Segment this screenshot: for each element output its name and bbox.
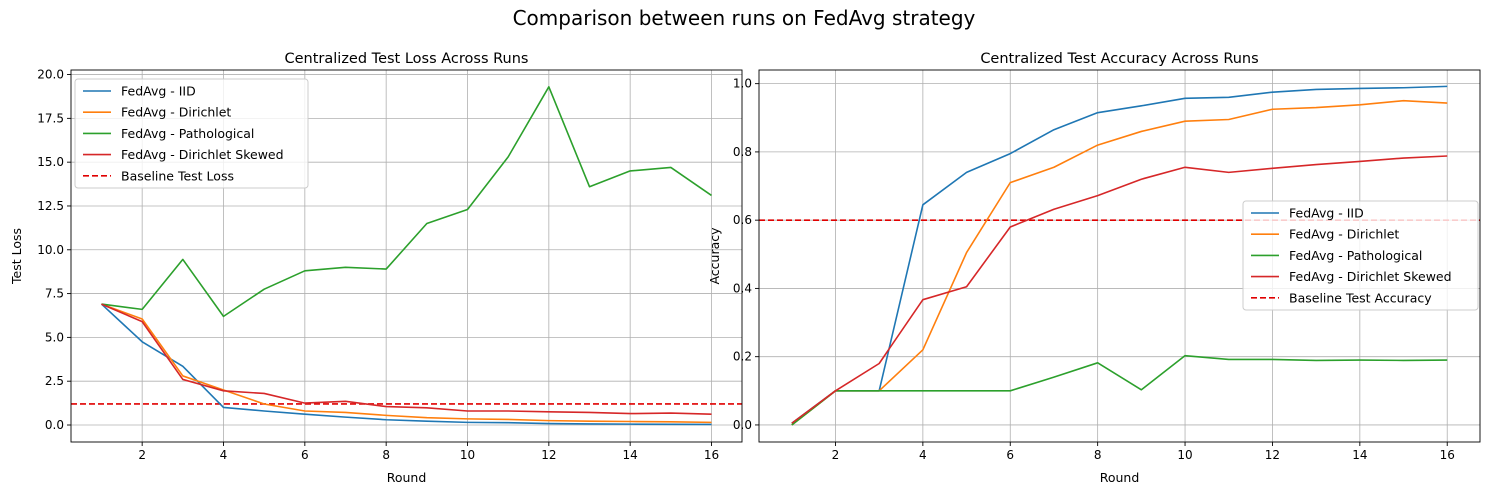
legend-label: FedAvg - IID [1289, 206, 1364, 221]
y-axis-label: Test Loss [9, 228, 24, 285]
legend-label: FedAvg - Pathological [121, 126, 254, 141]
legend-label: Baseline Test Accuracy [1289, 290, 1432, 305]
legend-label: FedAvg - Dirichlet [121, 105, 231, 120]
y-tick-label: 0.2 [733, 350, 752, 364]
y-tick-label: 0.0 [733, 418, 752, 432]
y-tick-label: 15.0 [37, 155, 64, 169]
legend-label: Baseline Test Loss [121, 168, 234, 183]
x-tick-label: 16 [704, 448, 719, 462]
x-tick-label: 8 [1094, 448, 1102, 462]
series-line-1 [791, 85, 1448, 424]
plot-frame [70, 69, 743, 443]
x-tick-label: 12 [541, 448, 556, 462]
y-tick-label: 0.8 [733, 145, 752, 159]
series-line-3 [791, 354, 1448, 426]
y-tick-label: 0.4 [733, 281, 752, 295]
x-tick-label: 4 [220, 448, 228, 462]
x-tick-label: 2 [138, 448, 146, 462]
series-line-4 [791, 155, 1448, 424]
y-tick-label: 12.5 [37, 199, 64, 213]
legend-label: FedAvg - Pathological [1289, 248, 1422, 263]
x-tick-label: 16 [1440, 448, 1455, 462]
legend-label: FedAvg - Dirichlet [1289, 227, 1399, 242]
legend: FedAvg - IID FedAvg - Dirichlet FedAvg - P… [1242, 200, 1479, 311]
loss-chart: 2 4 6 8 10 12 14 16 0.0 2.5 5.0 7.5 10.0 12.5 15.0 17.5… [9, 51, 743, 485]
y-tick-label: 0.0 [45, 418, 64, 432]
figure-title: Comparison between runs on FedAvg strate… [513, 6, 976, 30]
y-tick-label: 10.0 [37, 243, 64, 257]
series-line-2 [101, 303, 712, 424]
y-tick-label: 7.5 [45, 287, 64, 301]
legend-label: FedAvg - IID [121, 84, 196, 99]
y-tick-label: 5.0 [45, 330, 64, 344]
legend-label: FedAvg - Dirichlet Skewed [1289, 269, 1452, 284]
plot-frame [758, 69, 1481, 443]
legend-box [1242, 200, 1479, 311]
x-tick-label: 2 [832, 448, 840, 462]
y-tick-label: 20.0 [37, 68, 64, 82]
chart-title: Centralized Test Accuracy Across Runs [980, 51, 1258, 67]
series-line-2 [791, 99, 1448, 426]
x-tick-label: 8 [382, 448, 390, 462]
y-tick-label: 17.5 [37, 111, 64, 125]
series-line-1 [100, 303, 712, 426]
legend-box [74, 78, 309, 189]
y-axis-label: Accuracy [707, 227, 722, 285]
accuracy-chart: 2 4 6 8 10 12 14 16 0.0 0.2 0.4 0.6 0.8 1.0 Centralize… [707, 51, 1481, 485]
x-tick-label: 14 [623, 448, 638, 462]
x-tick-label: 10 [1177, 448, 1192, 462]
series-line-3 [101, 86, 712, 318]
x-tick-label: 14 [1352, 448, 1367, 462]
x-tick-label: 10 [460, 448, 475, 462]
legend-label: FedAvg - Dirichlet Skewed [121, 147, 284, 162]
chart-title: Centralized Test Loss Across Runs [285, 51, 529, 67]
x-tick-label: 4 [919, 448, 927, 462]
series-line-4 [101, 303, 712, 415]
x-axis-label: Round [387, 470, 427, 485]
y-tick-label: 0.6 [733, 213, 752, 227]
y-tick-label: 2.5 [45, 374, 64, 388]
x-axis-label: Round [1100, 470, 1140, 485]
legend: FedAvg - IID FedAvg - Dirichlet FedAvg - P… [74, 78, 309, 189]
y-tick-label: 1.0 [733, 77, 752, 91]
x-tick-label: 12 [1265, 448, 1280, 462]
x-tick-label: 6 [1006, 448, 1014, 462]
x-tick-label: 6 [301, 448, 309, 462]
